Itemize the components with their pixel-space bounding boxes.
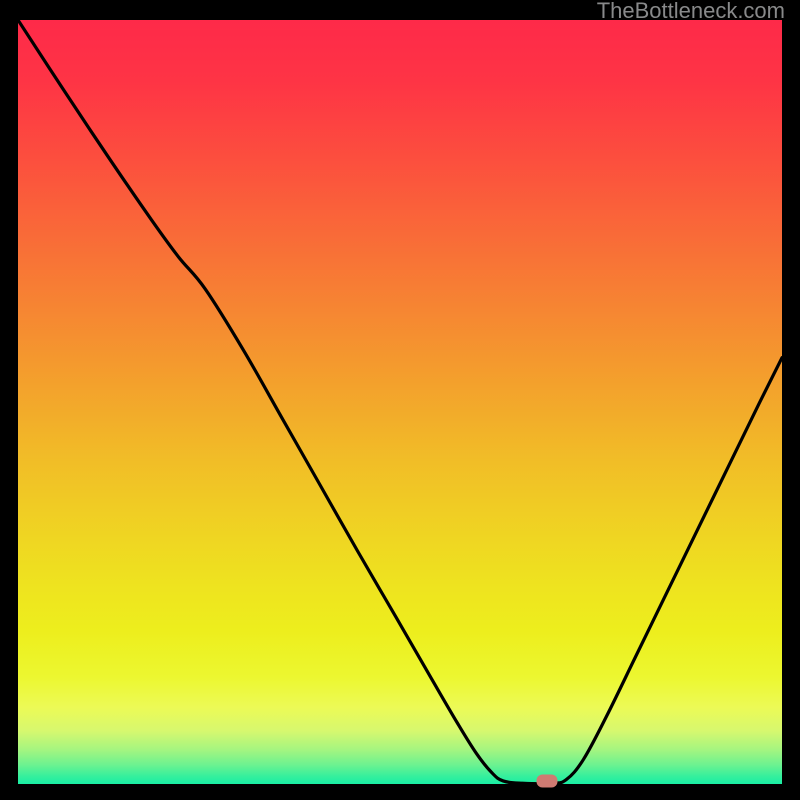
chart-frame [18, 20, 782, 784]
bottleneck-curve [18, 20, 782, 784]
optimal-point-marker [537, 775, 558, 788]
curve-layer [18, 20, 782, 784]
watermark-text: TheBottleneck.com [597, 0, 785, 24]
